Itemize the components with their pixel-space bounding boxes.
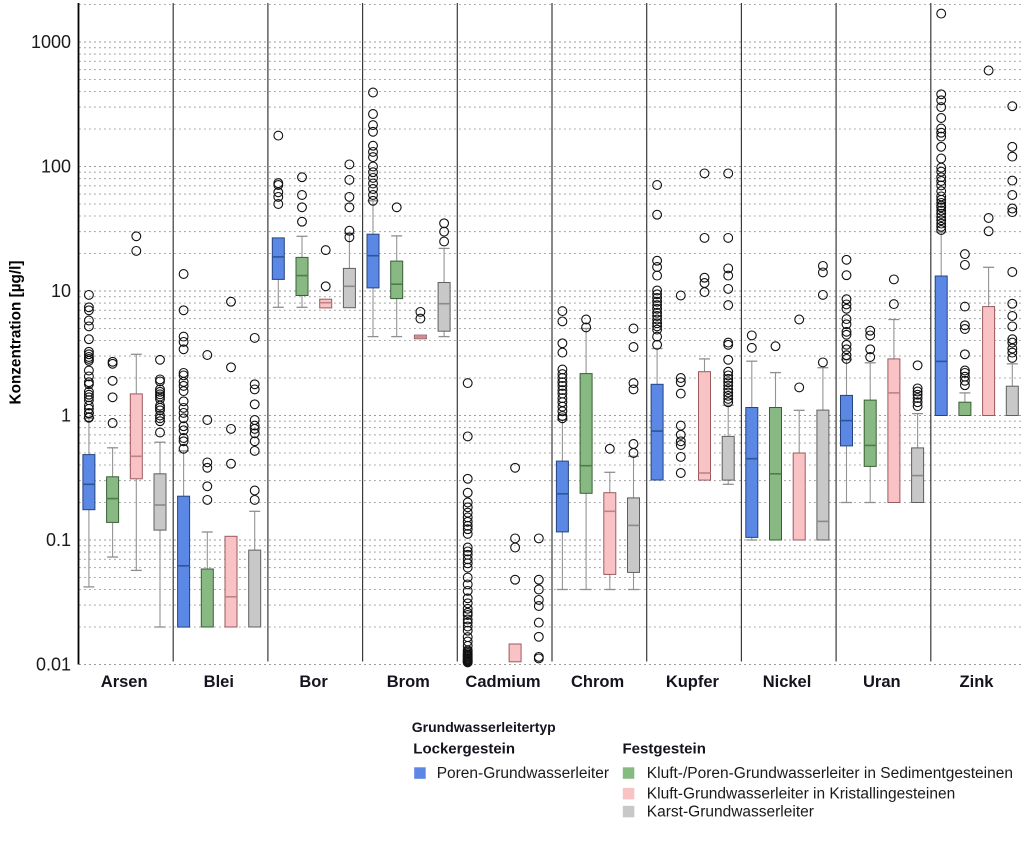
svg-text:1: 1 bbox=[61, 406, 71, 426]
svg-text:Cadmium: Cadmium bbox=[465, 673, 540, 691]
svg-text:0.01: 0.01 bbox=[36, 655, 71, 675]
svg-text:0.1: 0.1 bbox=[46, 530, 71, 550]
svg-text:Nickel: Nickel bbox=[763, 673, 812, 691]
svg-text:Brom: Brom bbox=[387, 673, 430, 691]
svg-text:100: 100 bbox=[41, 157, 71, 177]
svg-text:Grundwasserleitertyp: Grundwasserleitertyp bbox=[412, 719, 556, 735]
svg-text:10: 10 bbox=[51, 281, 71, 301]
svg-text:1000: 1000 bbox=[31, 32, 71, 52]
svg-text:Konzentration [µg/l]: Konzentration [µg/l] bbox=[8, 261, 25, 405]
svg-text:Chrom: Chrom bbox=[571, 673, 624, 691]
svg-text:Blei: Blei bbox=[204, 673, 234, 691]
svg-text:Zink: Zink bbox=[960, 673, 995, 691]
svg-text:Festgestein: Festgestein bbox=[623, 741, 706, 758]
svg-text:Lockergestein: Lockergestein bbox=[413, 741, 515, 758]
svg-text:Kluft-/Poren-Grundwasserleiter: Kluft-/Poren-Grundwasserleiter in Sedime… bbox=[647, 765, 1013, 782]
svg-text:Kluft-Grundwasserleiter in Kri: Kluft-Grundwasserleiter in Kristallinges… bbox=[647, 786, 955, 803]
svg-text:Poren-Grundwasserleiter: Poren-Grundwasserleiter bbox=[437, 765, 609, 782]
svg-text:Kupfer: Kupfer bbox=[666, 673, 720, 691]
svg-text:Karst-Grundwasserleiter: Karst-Grundwasserleiter bbox=[647, 804, 814, 821]
svg-text:Arsen: Arsen bbox=[101, 673, 148, 691]
svg-text:Bor: Bor bbox=[299, 673, 328, 691]
svg-text:Uran: Uran bbox=[863, 673, 901, 691]
